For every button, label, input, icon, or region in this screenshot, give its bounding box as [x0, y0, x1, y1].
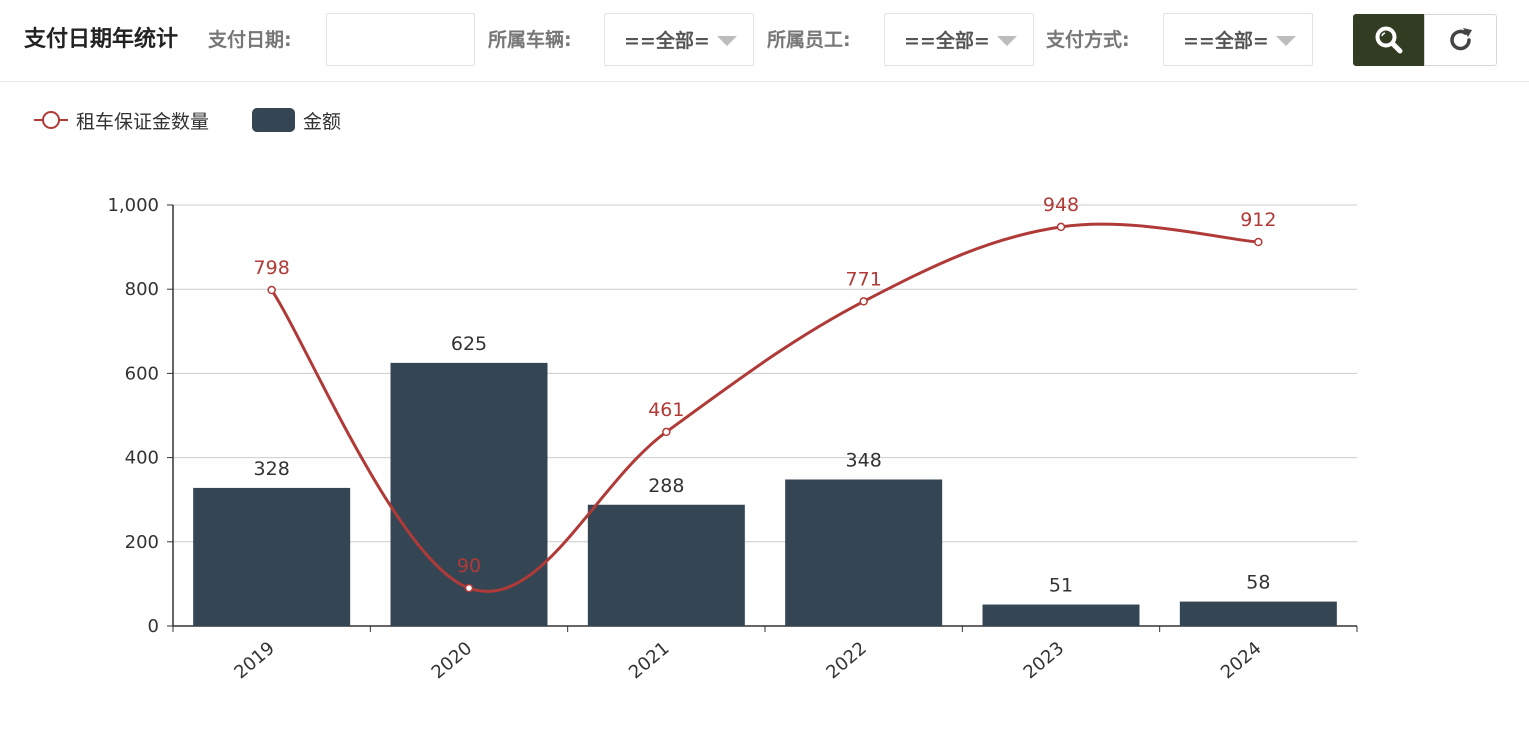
line-value-label: 798 — [254, 257, 290, 279]
date-filter-label: 支付日期: — [208, 29, 292, 51]
line-series — [270, 222, 1259, 593]
y-tick-label: 200 — [125, 532, 159, 553]
vehicle-select[interactable]: ==全部= — [604, 13, 754, 66]
vehicle-filter-label: 所属车辆: — [488, 29, 572, 51]
bar-legend-icon — [252, 108, 295, 132]
bar-value-label: 625 — [451, 333, 487, 355]
refresh-button[interactable] — [1424, 14, 1497, 66]
search-button[interactable] — [1353, 14, 1425, 66]
employee-select[interactable]: ==全部= — [884, 13, 1034, 66]
bar — [982, 604, 1140, 626]
bar-value-label: 328 — [254, 458, 290, 480]
line-value-label: 461 — [648, 399, 684, 421]
line-value-label: 771 — [846, 268, 882, 290]
bar-value-label: 58 — [1246, 572, 1270, 594]
x-tick-label: 2023 — [1020, 638, 1069, 684]
x-tick-label: 2020 — [428, 638, 477, 684]
payment-select[interactable]: ==全部= — [1163, 13, 1313, 66]
y-tick-label: 800 — [125, 279, 159, 300]
payment-filter-label: 支付方式: — [1046, 29, 1130, 51]
search-icon — [1375, 26, 1403, 54]
legend-item-amount[interactable]: 金额 — [252, 106, 341, 134]
bar — [785, 479, 943, 626]
line-point — [1056, 222, 1066, 232]
y-tick-label: 400 — [125, 448, 159, 469]
page-title: 支付日期年统计 — [24, 27, 179, 52]
filter-toolbar: 支付日期年统计 支付日期: 所属车辆: ==全部= 所属员工: ==全部= 支付… — [0, 0, 1529, 82]
line-point — [267, 285, 276, 295]
legend-item-deposit-count[interactable]: 租车保证金数量 — [34, 106, 209, 134]
x-tick-label: 2024 — [1217, 638, 1266, 684]
line-value-label: 912 — [1240, 209, 1276, 231]
bar — [193, 487, 351, 626]
refresh-icon — [1449, 28, 1472, 51]
vehicle-select-value: ==全部= — [624, 30, 710, 52]
y-tick-label: 0 — [148, 616, 159, 637]
y-tick-label: 600 — [125, 363, 159, 384]
employee-filter-label: 所属员工: — [767, 29, 851, 51]
line-value-label: 948 — [1043, 194, 1079, 216]
chevron-down-icon — [717, 36, 737, 46]
legend-label-amount: 金额 — [303, 110, 342, 133]
x-tick-label: 2021 — [625, 638, 674, 684]
chevron-down-icon — [1276, 36, 1296, 46]
bar-value-label: 288 — [648, 475, 684, 497]
line-legend-icon — [34, 111, 68, 129]
line-point — [464, 583, 474, 593]
bar — [1179, 601, 1337, 626]
line-value-label: 90 — [457, 555, 481, 577]
bar-value-label: 51 — [1049, 575, 1073, 597]
bar-value-label: 348 — [846, 449, 882, 471]
x-tick-label: 2019 — [230, 638, 279, 684]
date-input[interactable] — [326, 13, 475, 66]
chart-area: 0 200 400 600 800 1,000 2019 2020 2021 2022 2023 20… — [107, 194, 1358, 684]
legend-label-deposit-count: 租车保证金数量 — [76, 110, 210, 133]
bar — [587, 504, 745, 626]
chevron-down-icon — [997, 36, 1017, 46]
employee-select-value: ==全部= — [904, 30, 990, 52]
line-point — [859, 297, 868, 306]
y-tick-label: 1,000 — [107, 195, 159, 216]
payment-select-value: ==全部= — [1183, 30, 1269, 52]
line-point — [1254, 237, 1263, 247]
line-point — [662, 427, 671, 437]
x-tick-label: 2022 — [822, 638, 871, 684]
